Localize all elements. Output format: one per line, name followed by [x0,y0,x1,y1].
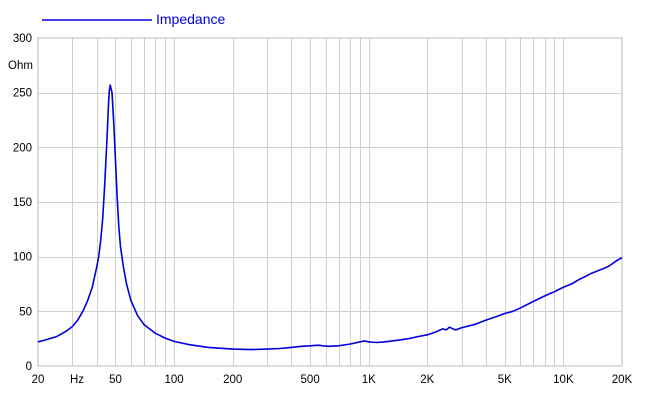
x-tick-label: 10K [553,374,574,386]
y-tick-label: 0 [26,361,32,373]
y-tick-label: 50 [19,306,32,318]
legend: Impedance [42,11,225,27]
legend-label-impedance: Impedance [156,11,225,27]
x-tick-label: 500 [301,374,320,386]
y-axis-unit-label: Ohm [8,60,33,72]
x-tick-label: 200 [223,374,242,386]
x-tick-label: 20K [612,374,633,386]
x-tick-label: 1K [362,374,376,386]
y-axis-ticks: 0 50 100 150 200 250 300 [13,33,32,373]
x-tick-label: 5K [498,374,512,386]
y-tick-label: 250 [13,88,32,100]
impedance-series-line [37,84,623,351]
x-tick-label: 50 [109,374,122,386]
y-tick-label: 100 [13,252,32,264]
plot-frame [37,37,623,367]
grid [38,38,622,366]
x-axis-unit-label: Hz [70,374,84,386]
x-tick-label: 2K [420,374,434,386]
y-tick-label: 200 [13,142,32,154]
x-tick-label: 20 [32,374,45,386]
x-axis-ticks: 20 50 100 200 500 1K 2K 5K 10K 20K [32,374,633,386]
y-tick-label: 150 [13,197,32,209]
x-tick-label: 100 [164,374,183,386]
y-tick-label: 300 [13,33,32,45]
